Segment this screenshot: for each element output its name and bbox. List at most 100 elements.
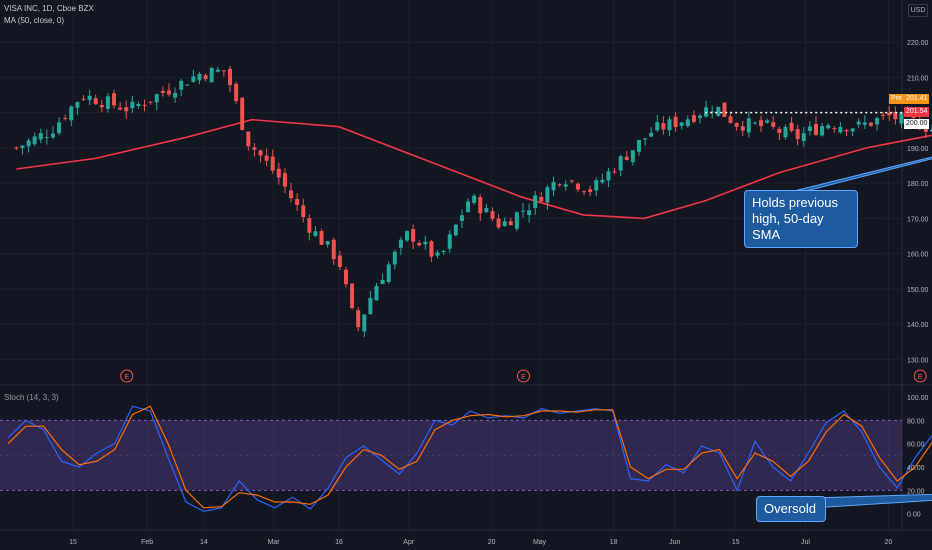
callout-previous-high[interactable]: Holds previous high, 50-day SMA xyxy=(744,190,858,248)
time-tick-label: Mar xyxy=(268,539,281,546)
candle-body xyxy=(728,116,733,123)
stoch-d-line[interactable] xyxy=(7,403,932,509)
candle-body xyxy=(496,218,501,228)
candle-body xyxy=(325,241,330,245)
time-tick-label: Apr xyxy=(403,539,415,546)
stoch-tick-label: 40.00 xyxy=(907,465,925,472)
candle-body xyxy=(185,84,190,86)
stoch-k-line[interactable] xyxy=(7,402,932,512)
candle-body xyxy=(356,310,361,328)
candle-body xyxy=(734,123,739,127)
candle-body xyxy=(368,297,373,315)
stoch-tick-label: 0.00 xyxy=(907,512,921,519)
candle-body xyxy=(32,136,37,145)
candle-body xyxy=(319,231,324,245)
ma50-line[interactable] xyxy=(16,109,932,220)
candle-body xyxy=(881,114,886,116)
candle-body xyxy=(472,195,477,203)
earnings-marker[interactable] xyxy=(120,369,134,383)
candle-body xyxy=(466,201,471,213)
candle-body xyxy=(899,112,904,124)
candle-body xyxy=(441,250,446,252)
candle-body xyxy=(252,147,257,150)
candle-body xyxy=(447,234,452,249)
candle-body xyxy=(38,133,43,140)
candle-body xyxy=(588,189,593,193)
candle-body xyxy=(783,127,788,138)
candle-body xyxy=(807,126,812,132)
candle-body xyxy=(575,183,580,190)
time-tick-label: 15 xyxy=(732,539,740,546)
price-tick-label: 130.00 xyxy=(907,357,929,364)
time-tick-label: 16 xyxy=(335,539,343,546)
premarket-label: Pre xyxy=(889,94,904,104)
callout-oversold[interactable]: Oversold xyxy=(756,496,826,522)
stoch-tick-label: 20.00 xyxy=(907,488,925,495)
candle-body xyxy=(343,269,348,285)
candle-body xyxy=(179,80,184,90)
candle-body xyxy=(380,280,385,285)
candle-body xyxy=(93,98,98,105)
candle-body xyxy=(148,101,153,103)
earnings-marker[interactable] xyxy=(913,369,927,383)
stoch-legend[interactable]: Stoch (14, 3, 3) xyxy=(4,393,59,402)
level-price-tag: 200.00 xyxy=(904,119,930,129)
symbol-legend[interactable]: VISA INC, 1D, Cboe BZX xyxy=(4,4,94,13)
price-tick-label: 210.00 xyxy=(907,75,929,82)
candle-body xyxy=(398,239,403,248)
candle-body xyxy=(75,102,80,108)
candle-body xyxy=(887,112,892,116)
candle-body xyxy=(667,119,672,131)
candle-body xyxy=(69,106,74,121)
candle-body xyxy=(508,221,513,226)
candle-body xyxy=(691,115,696,122)
candle-body xyxy=(838,126,843,133)
candle-body xyxy=(569,180,574,182)
time-tick-label: Jul xyxy=(801,539,810,546)
candle-body xyxy=(295,199,300,205)
candle-body xyxy=(875,118,880,125)
candle-body xyxy=(533,195,538,208)
price-tick-label: 180.00 xyxy=(907,181,929,188)
candle-body xyxy=(203,75,208,80)
candle-body xyxy=(221,70,226,72)
candle-body xyxy=(862,122,867,125)
candle-body xyxy=(337,255,342,267)
candle-body xyxy=(893,111,898,120)
candle-body xyxy=(118,107,123,110)
earnings-marker[interactable] xyxy=(516,369,530,383)
price-tick-label: 150.00 xyxy=(907,287,929,294)
time-tick-label: 18 xyxy=(610,539,618,546)
candle-body xyxy=(771,122,776,127)
candle-body xyxy=(197,73,202,81)
candle-body xyxy=(722,102,727,117)
ma-legend[interactable]: MA (50, close, 0) xyxy=(4,16,65,25)
time-tick-label: 20 xyxy=(884,539,892,546)
candle-body xyxy=(612,171,617,173)
candle-body xyxy=(160,90,165,93)
candle-body xyxy=(630,150,635,162)
candle-body xyxy=(527,210,532,216)
stoch-tick-label: 60.00 xyxy=(907,442,925,449)
price-tick-label: 170.00 xyxy=(907,216,929,223)
price-tick-label: 140.00 xyxy=(907,322,929,329)
candle-body xyxy=(386,264,391,283)
price-tick-label: 190.00 xyxy=(907,146,929,153)
candle-body xyxy=(350,283,355,309)
currency-label[interactable]: USD xyxy=(908,4,928,17)
candle-body xyxy=(87,95,92,101)
candle-body xyxy=(765,120,770,123)
candle-body xyxy=(484,208,489,213)
candle-body xyxy=(820,126,825,136)
candle-body xyxy=(929,129,932,132)
candle-body xyxy=(582,191,587,193)
candle-body xyxy=(850,128,855,132)
stoch-band xyxy=(0,420,902,491)
price-tick-label: 220.00 xyxy=(907,40,929,47)
candle-body xyxy=(759,120,764,127)
candle-body xyxy=(417,242,422,246)
candle-body xyxy=(673,116,678,128)
candle-body xyxy=(844,129,849,132)
candle-body xyxy=(44,137,49,139)
